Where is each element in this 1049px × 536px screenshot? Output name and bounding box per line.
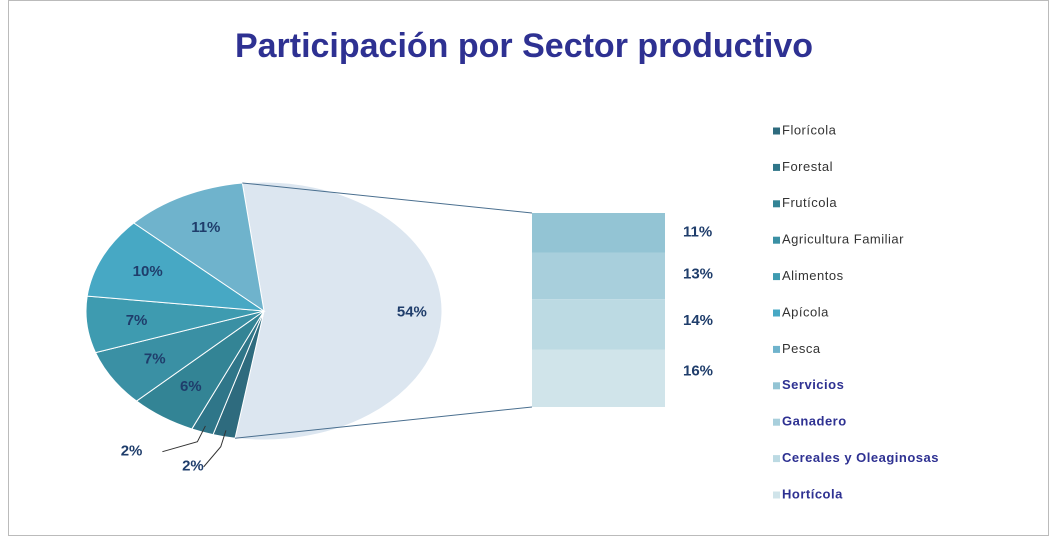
legend-label: Forestal: [782, 159, 833, 174]
chart-title: Participación por Sector productivo: [235, 27, 813, 65]
legend-swatch: [773, 382, 780, 390]
legend-label: Servicios: [782, 377, 844, 392]
legend-label: Frutícola: [782, 195, 837, 210]
legend-label: Ganadero: [782, 414, 847, 429]
bar-segment: [532, 349, 665, 407]
slice-label: 54%: [397, 303, 427, 320]
legend-swatch: [773, 127, 780, 135]
pie-slice: [234, 181, 443, 441]
slice-label: 2%: [182, 458, 204, 475]
bar-segment: [532, 213, 665, 253]
legend-label: Pesca: [782, 341, 821, 356]
legend-label: Agricultura Familiar: [782, 232, 904, 247]
slice-label: 7%: [144, 351, 166, 368]
slice-label: 2%: [121, 443, 143, 460]
connector-line: [242, 182, 533, 214]
bar-label: 11%: [683, 224, 712, 241]
legend-label: Hortícola: [782, 486, 843, 501]
bar-segment: [532, 252, 665, 300]
legend-swatch: [773, 345, 780, 353]
bar-label: 16%: [683, 362, 713, 379]
connector-line: [234, 406, 533, 439]
pie-slice: [86, 222, 266, 312]
legend-swatch: [773, 200, 780, 208]
legend-swatch: [773, 491, 780, 499]
leader-line: [162, 425, 206, 453]
slice-label: 10%: [133, 263, 163, 280]
legend-swatch: [773, 418, 780, 426]
legend-label: Cereales y Oleaginosas: [782, 450, 939, 465]
bar-segment: [532, 299, 665, 350]
legend-label: Florícola: [782, 122, 837, 137]
slice-label: 6%: [180, 378, 202, 395]
legend-swatch: [773, 455, 780, 463]
legend-swatch: [773, 236, 780, 244]
bar-label: 14%: [683, 312, 713, 329]
legend-label: Alimentos: [782, 268, 844, 283]
slice-label: 11%: [191, 219, 220, 236]
pie-slice: [132, 182, 265, 313]
legend-swatch: [773, 163, 780, 171]
legend-swatch: [773, 273, 780, 281]
slice-label: 7%: [126, 312, 148, 329]
legend-label: Apícola: [782, 304, 829, 319]
legend-swatch: [773, 309, 780, 317]
bar-label: 13%: [683, 265, 713, 282]
leader-line: [203, 430, 227, 468]
